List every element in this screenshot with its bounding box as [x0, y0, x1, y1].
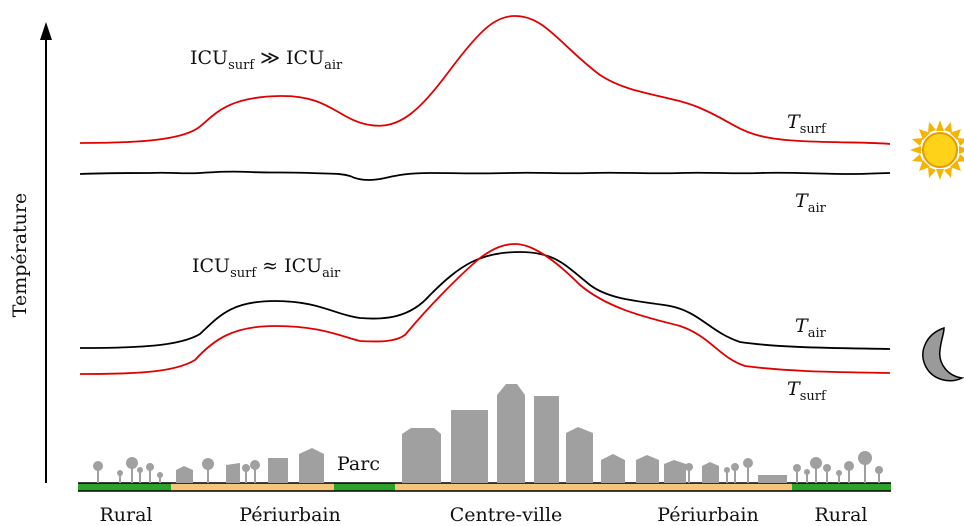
- night-air-curve-label: Tair: [795, 315, 827, 341]
- zone-label-rural-left: Rural: [99, 504, 152, 526]
- sun-icon: [910, 120, 964, 180]
- zone-label-suburb-right: Périurbain: [657, 504, 758, 526]
- rural-trees-left: [93, 457, 163, 483]
- ground-strip: [78, 482, 891, 492]
- night-surface-curve-label: Tsurf: [787, 378, 827, 404]
- downtown-buildings: [402, 384, 593, 483]
- moon-icon: [922, 326, 964, 382]
- suburb-buildings-left: [176, 448, 324, 483]
- park-label: Parc: [337, 453, 380, 475]
- night-surface-temperature-curve: [79, 243, 891, 375]
- temperature-axis: [40, 22, 52, 483]
- zone-label-suburb-left: Périurbain: [239, 504, 340, 526]
- temperature-axis-label: Température: [9, 193, 31, 317]
- suburb-buildings-right: [601, 454, 787, 483]
- zone-label-downtown: Centre-ville: [450, 504, 563, 526]
- rural-trees-right: [793, 451, 883, 483]
- day-surface-temperature-curve: [79, 15, 891, 145]
- city-skyline: [93, 384, 883, 483]
- day-air-temperature-curve: [79, 170, 891, 181]
- night-relation-label: ICUsurf ≈ ICUair: [192, 255, 341, 281]
- zone-label-rural-right: Rural: [814, 504, 867, 526]
- day-relation-label: ICUsurf ≫ ICUair: [190, 47, 343, 73]
- day-surface-curve-label: Tsurf: [787, 111, 827, 137]
- day-air-curve-label: Tair: [795, 190, 827, 216]
